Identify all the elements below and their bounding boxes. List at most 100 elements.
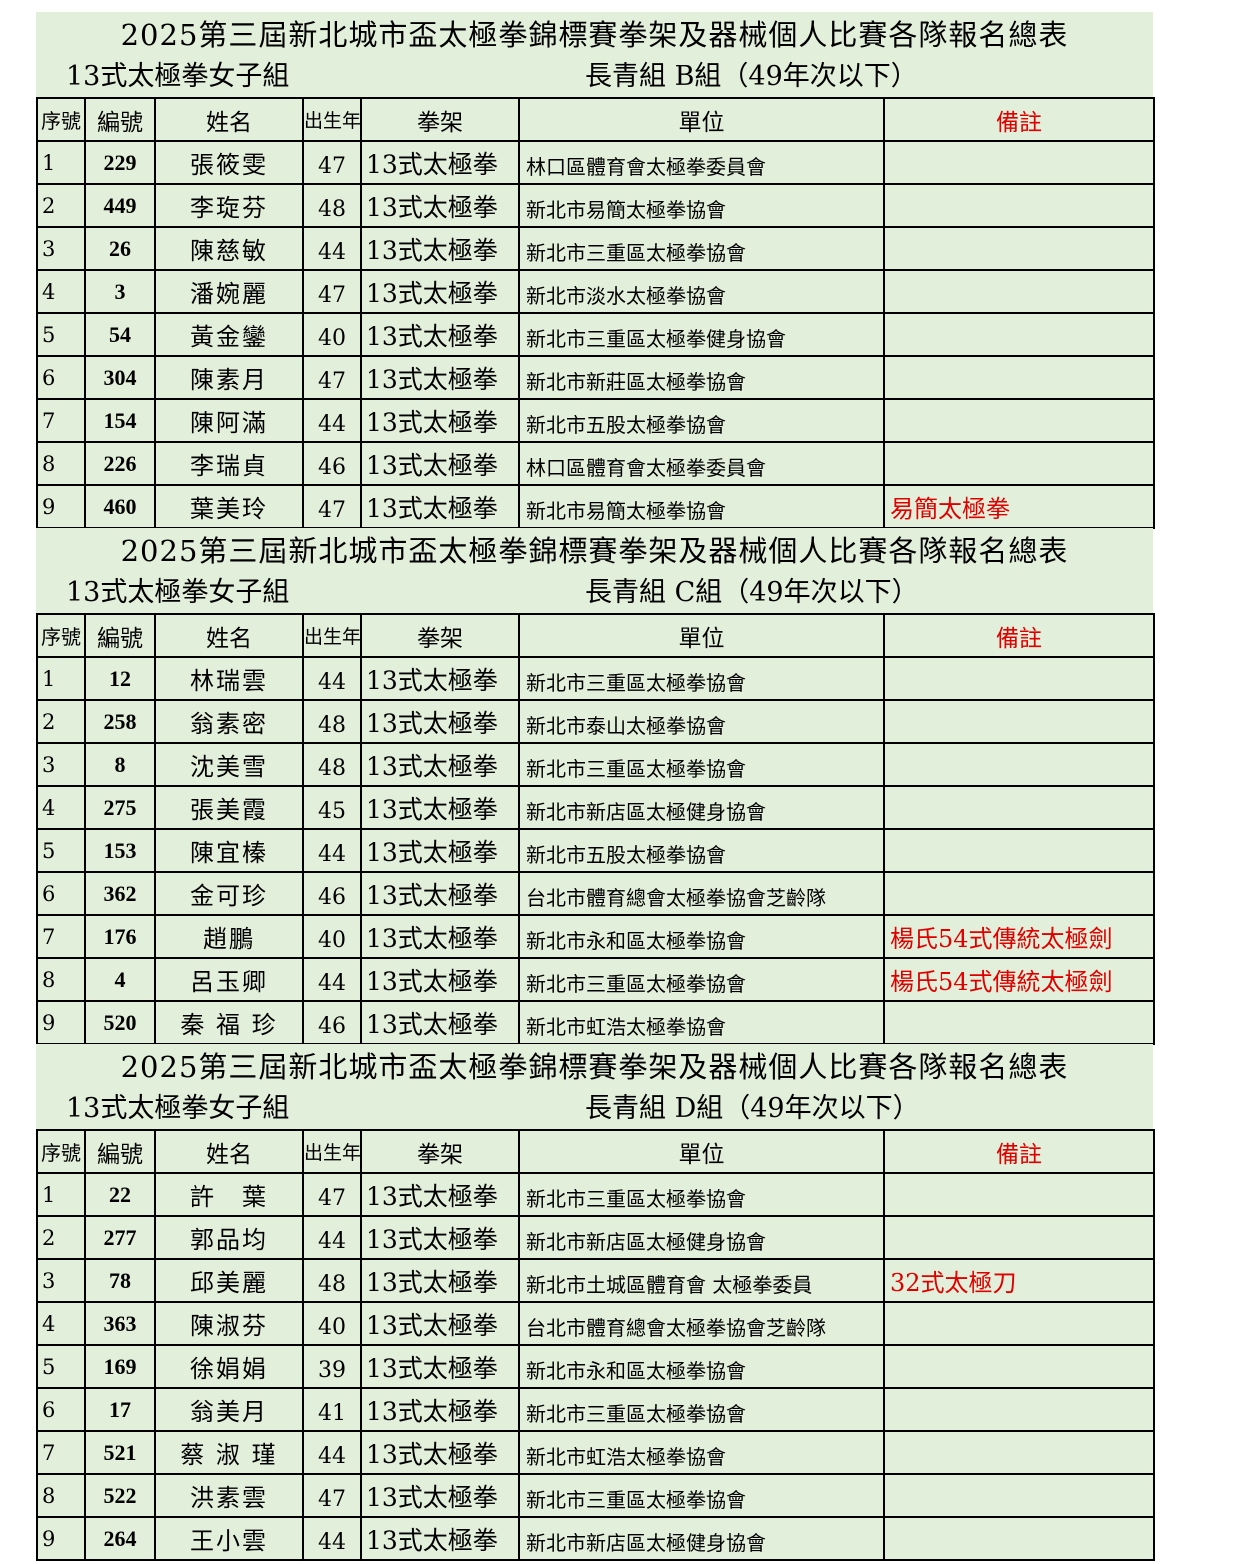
table-cell: 3 <box>38 1260 86 1303</box>
table-cell: 13式太極拳 <box>362 916 520 959</box>
table-cell: 新北市新莊區太極拳協會 <box>520 357 885 400</box>
table-cell: 39 <box>304 1346 362 1389</box>
table-cell: 新北市易簡太極拳協會 <box>520 486 885 529</box>
table-cell: 新北市泰山太極拳協會 <box>520 701 885 744</box>
table-cell: 新北市虹浩太極拳協會 <box>520 1002 885 1045</box>
table-cell: 13式太極拳 <box>362 787 520 830</box>
header-cell: 姓名 <box>156 615 304 658</box>
header-cell: 編號 <box>86 615 156 658</box>
table-cell <box>885 357 1155 400</box>
table-cell: 易簡太極拳 <box>885 486 1155 529</box>
header-cell: 備註 <box>885 99 1155 142</box>
table-cell: 13式太極拳 <box>362 314 520 357</box>
table-cell: 47 <box>304 142 362 185</box>
table-cell: 13式太極拳 <box>362 1217 520 1260</box>
header-cell: 單位 <box>520 1131 885 1174</box>
table-cell: 8 <box>38 443 86 486</box>
table-cell: 新北市三重區太極拳協會 <box>520 1389 885 1432</box>
table-row: 4 3 潘婉麗 47 13式太極拳 新北市淡水太極拳協會 <box>38 271 1155 314</box>
table-cell: 新北市新店區太極健身協會 <box>520 787 885 830</box>
table-cell: 13式太極拳 <box>362 1389 520 1432</box>
table-cell: 台北市體育總會太極拳協會芝齡隊 <box>520 1303 885 1346</box>
table-row: 4 363 陳淑芬 40 13式太極拳 台北市體育總會太極拳協會芝齡隊 <box>38 1303 1155 1346</box>
category: 13式太極拳女子組 <box>66 61 290 92</box>
table-cell: 新北市新店區太極健身協會 <box>520 1217 885 1260</box>
table-cell: 13式太極拳 <box>362 658 520 701</box>
table-cell <box>885 744 1155 787</box>
table-cell: 6 <box>38 1389 86 1432</box>
table-cell: 44 <box>304 658 362 701</box>
table-cell <box>885 658 1155 701</box>
table-cell: 4 <box>38 787 86 830</box>
group: 長青組 C組（49年次以下） <box>585 577 919 608</box>
table-cell: 449 <box>86 185 156 228</box>
table-row: 2 449 李琁芬 48 13式太極拳 新北市易簡太極拳協會 <box>38 185 1155 228</box>
table-cell: 277 <box>86 1217 156 1260</box>
header-cell: 拳架 <box>362 1131 520 1174</box>
table-cell: 新北市五股太極拳協會 <box>520 400 885 443</box>
table-cell: 金可珍 <box>156 873 304 916</box>
table-cell: 林口區體育會太極拳委員會 <box>520 142 885 185</box>
table-cell: 54 <box>86 314 156 357</box>
table-cell: 陳宜榛 <box>156 830 304 873</box>
table-cell: 潘婉麗 <box>156 271 304 314</box>
table-cell: 洪素雲 <box>156 1475 304 1518</box>
table-cell <box>885 787 1155 830</box>
table-row: 9 520 秦 福 珍 46 13式太極拳 新北市虹浩太極拳協會 <box>38 1002 1155 1045</box>
table-cell: 13式太極拳 <box>362 400 520 443</box>
table-cell: 3 <box>86 271 156 314</box>
table-cell: 新北市三重區太極拳協會 <box>520 1174 885 1217</box>
table-cell: 沈美雪 <box>156 744 304 787</box>
table-cell <box>885 271 1155 314</box>
table-cell: 新北市五股太極拳協會 <box>520 830 885 873</box>
table-cell: 258 <box>86 701 156 744</box>
table-row: 3 8 沈美雪 48 13式太極拳 新北市三重區太極拳協會 <box>38 744 1155 787</box>
table-cell: 8 <box>38 1475 86 1518</box>
table-row: 8 522 洪素雲 47 13式太極拳 新北市三重區太極拳協會 <box>38 1475 1155 1518</box>
header-row: 序號 編號 姓名 出生年 拳架 單位 備註 <box>38 1131 1155 1174</box>
header-cell: 編號 <box>86 1131 156 1174</box>
table: 序號 編號 姓名 出生年 拳架 單位 備註 1 22 許 葉 47 13式太極拳 新北市三重區太極拳協會… <box>36 1129 1155 1561</box>
table-row: 6 362 金可珍 46 13式太極拳 台北市體育總會太極拳協會芝齡隊 <box>38 873 1155 916</box>
table-cell: 44 <box>304 830 362 873</box>
table-cell: 新北市三重區太極拳協會 <box>520 658 885 701</box>
table-cell: 張美霞 <box>156 787 304 830</box>
table-cell: 521 <box>86 1432 156 1475</box>
header-cell: 單位 <box>520 615 885 658</box>
table-cell: 呂玉卿 <box>156 959 304 1002</box>
table-cell: 楊氏54式傳統太極劍 <box>885 959 1155 1002</box>
header-cell: 備註 <box>885 1131 1155 1174</box>
table-row: 3 26 陳慈敏 44 13式太極拳 新北市三重區太極拳協會 <box>38 228 1155 271</box>
table-cell: 264 <box>86 1518 156 1561</box>
table-cell <box>885 443 1155 486</box>
table-cell: 45 <box>304 787 362 830</box>
table-cell: 2 <box>38 185 86 228</box>
table-cell: 13式太極拳 <box>362 486 520 529</box>
table-cell: 13式太極拳 <box>362 185 520 228</box>
table-cell: 趙鵬 <box>156 916 304 959</box>
table-cell: 4 <box>86 959 156 1002</box>
table-cell: 3 <box>38 228 86 271</box>
table-cell: 1 <box>38 658 86 701</box>
table-cell: 13式太極拳 <box>362 959 520 1002</box>
table-row: 1 22 許 葉 47 13式太極拳 新北市三重區太極拳協會 <box>38 1174 1155 1217</box>
table-cell: 44 <box>304 1518 362 1561</box>
table-cell: 229 <box>86 142 156 185</box>
table-cell: 40 <box>304 916 362 959</box>
table-cell: 9 <box>38 1002 86 1045</box>
section: 2025第三屆新北城市盃太極拳錦標賽拳架及器械個人比賽各隊報名總表 13式太極拳女… <box>36 1044 1155 1561</box>
table-cell: 275 <box>86 787 156 830</box>
table-cell: 9 <box>38 486 86 529</box>
table-cell: 翁美月 <box>156 1389 304 1432</box>
header-row: 序號 編號 姓名 出生年 拳架 單位 備註 <box>38 99 1155 142</box>
section-title: 2025第三屆新北城市盃太極拳錦標賽拳架及器械個人比賽各隊報名總表 <box>120 18 1069 52</box>
table-cell: 17 <box>86 1389 156 1432</box>
table-cell: 47 <box>304 1475 362 1518</box>
table-cell: 13式太極拳 <box>362 701 520 744</box>
header-cell: 姓名 <box>156 99 304 142</box>
table-cell: 13式太極拳 <box>362 357 520 400</box>
category: 13式太極拳女子組 <box>66 1093 290 1124</box>
table-cell: 362 <box>86 873 156 916</box>
table-cell: 13式太極拳 <box>362 1475 520 1518</box>
